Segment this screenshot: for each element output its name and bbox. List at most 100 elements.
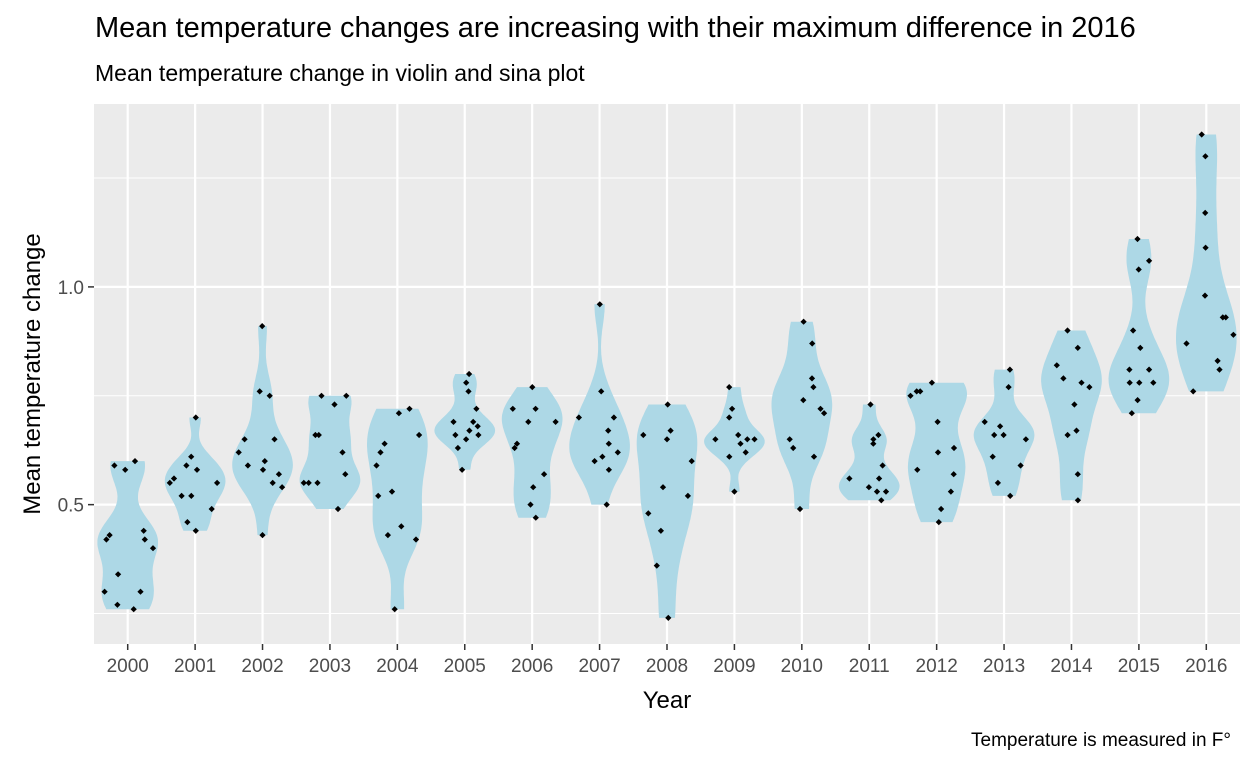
data-point [331,401,338,408]
data-point [269,479,276,487]
data-point [275,471,283,478]
data-point [552,418,559,426]
data-point [1053,362,1060,369]
data-point [532,405,539,412]
x-tick-label: 2005 [444,656,486,677]
data-point [981,418,988,426]
data-point [1129,327,1137,334]
data-point [1137,344,1144,352]
y-tick-label: 1.0 [58,278,84,299]
violin-2003 [299,395,361,509]
data-point [934,449,942,456]
data-point [463,379,470,386]
violin-2011 [838,404,900,501]
data-point [1064,431,1071,439]
data-point [1134,235,1141,243]
data-point [1183,340,1190,347]
x-tick-label: 2000 [107,656,149,677]
data-point [450,418,457,426]
violin-2001 [164,417,226,531]
data-point [466,427,473,434]
data-point [1074,344,1081,352]
chart-caption: Temperature is measured in F° [971,730,1231,751]
data-point [256,388,263,395]
x-tick-label: 2009 [713,656,755,677]
data-point [470,418,477,426]
data-point [808,375,816,382]
data-point [1230,331,1237,338]
data-point [373,462,380,469]
data-point [391,606,398,613]
data-point [665,614,672,622]
data-point [465,370,473,378]
data-point [475,431,482,439]
x-tick-label: 2011 [849,656,890,677]
data-point [305,479,312,487]
data-point [1136,379,1143,386]
data-point [598,388,605,395]
x-tick-label: 2003 [309,656,351,677]
data-point [917,388,924,395]
data-point [1201,292,1209,299]
data-point [342,471,349,478]
data-point [395,410,403,417]
data-point [318,392,325,399]
point-layer [101,131,1237,622]
data-point [817,405,824,412]
data-point [1060,375,1067,382]
x-tick-label: 2013 [983,656,1025,677]
data-point [377,449,384,456]
data-point [653,562,660,569]
data-point [1202,209,1209,217]
data-point [751,436,758,443]
data-point [914,466,921,473]
data-point [334,505,342,513]
data-point [462,436,470,443]
data-point [271,436,278,443]
data-point [314,479,321,487]
data-point [1145,366,1153,373]
x-tick-label: 2015 [1118,656,1160,677]
data-point [994,479,1002,487]
data-point [343,392,350,399]
data-point [278,484,286,491]
data-point [1219,314,1226,321]
data-point [1202,153,1209,160]
data-point [663,436,671,443]
data-point [907,392,914,399]
data-point [1198,131,1205,138]
data-point [375,492,382,500]
data-point [684,492,692,500]
violin-2015 [1108,239,1170,414]
chart-subtitle: Mean temperature change in violin and si… [95,60,585,86]
x-tick-label: 2010 [781,656,823,677]
x-tick-label: 2016 [1185,656,1227,677]
data-point [388,488,396,495]
data-point [415,431,423,439]
data-point [178,492,185,500]
data-point [1073,427,1080,434]
data-point [1126,366,1133,373]
data-point [184,518,191,526]
violin-2002 [232,326,293,536]
data-point [532,514,539,521]
data-point [614,449,621,456]
data-point [474,423,481,430]
data-point [1126,379,1133,386]
data-point [1074,471,1081,478]
axis-layer: 0.5 1.0 2000 2001 2002 2003 2004 2005 2006 2007 20… [58,278,1228,677]
y-tick-label: 0.5 [58,496,84,517]
data-point [913,388,920,395]
x-tick-label: 2014 [1050,656,1093,677]
data-point [1135,266,1142,273]
data-point [315,431,322,439]
data-point [744,436,751,443]
data-point [452,431,459,439]
x-tick-label: 2012 [916,656,958,677]
data-point [1071,401,1078,408]
data-point [1064,327,1071,334]
chart-title: Mean temperature changes are increasing … [95,12,1136,44]
data-point [312,431,319,439]
violin-2005 [434,374,496,470]
